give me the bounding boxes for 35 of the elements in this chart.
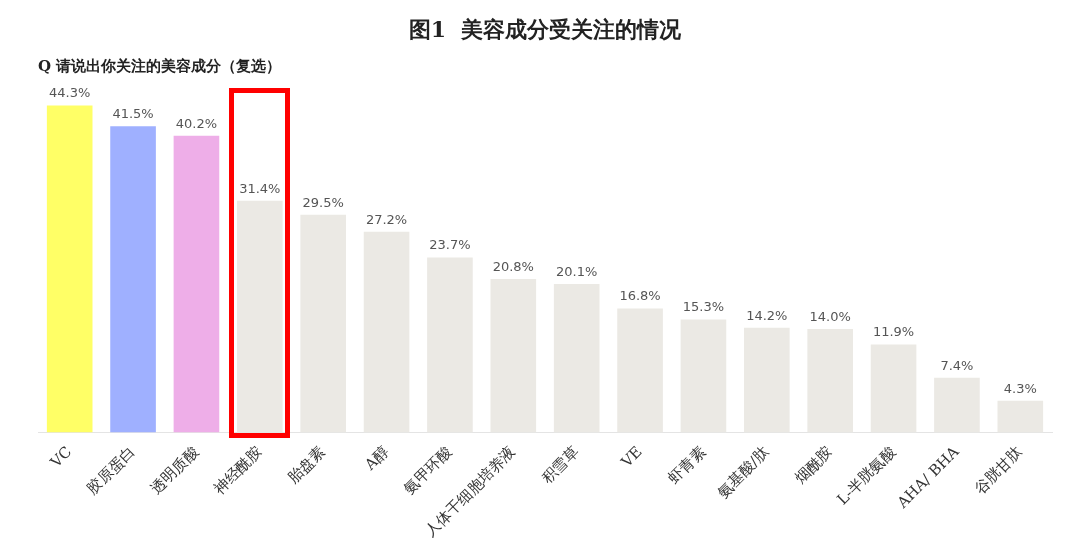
data-label: 20.1% [556, 263, 598, 279]
data-label: 27.2% [365, 211, 408, 227]
x-tick-label: L-半胱氨酸 [833, 442, 900, 509]
x-tick-label: VC [46, 442, 76, 472]
data-label: 20.8% [492, 258, 534, 274]
data-label: 7.4% [940, 357, 974, 373]
data-label: 11.9% [872, 324, 915, 340]
x-tick-label: A醇 [360, 442, 393, 475]
x-tick-label: 透明质酸 [146, 442, 203, 498]
data-label: 31.4% [239, 180, 281, 196]
bar [173, 135, 220, 433]
x-tick-label: VE [616, 442, 646, 472]
data-label: 14.0% [809, 309, 851, 324]
x-tick-label: 烟酰胺 [791, 442, 836, 488]
data-label: 14.2% [746, 307, 788, 323]
data-label: 40.2% [175, 115, 218, 131]
data-label: 23.7% [429, 237, 471, 253]
data-label: 44.3% [49, 85, 91, 101]
data-label: 16.8% [619, 288, 661, 304]
chart-title: 图1 美容成分受关注的情况 [408, 15, 683, 42]
x-tick-label: 胎盘素 [284, 442, 329, 488]
x-tick-label: 氨甲环酸 [400, 442, 456, 498]
x-tick-label: 胶原蛋白 [83, 442, 139, 498]
data-label: 4.3% [1003, 380, 1037, 396]
bar [46, 105, 93, 433]
x-tick-label: 虾青素 [664, 442, 710, 488]
x-tick-label: 谷胱甘肽 [970, 442, 1026, 498]
x-tick-label: 氨基酸/肽 [713, 442, 773, 502]
data-label: 15.3% [682, 299, 725, 315]
x-tick-label: 神经酰胺 [210, 442, 266, 498]
data-label: 41.5% [112, 106, 154, 122]
chart-subtitle: Q 请说出你关注的美容成分（复选） [38, 57, 282, 76]
bar [110, 126, 156, 433]
data-label: 29.5% [302, 194, 344, 210]
x-tick-label: 积雪草 [537, 442, 583, 488]
